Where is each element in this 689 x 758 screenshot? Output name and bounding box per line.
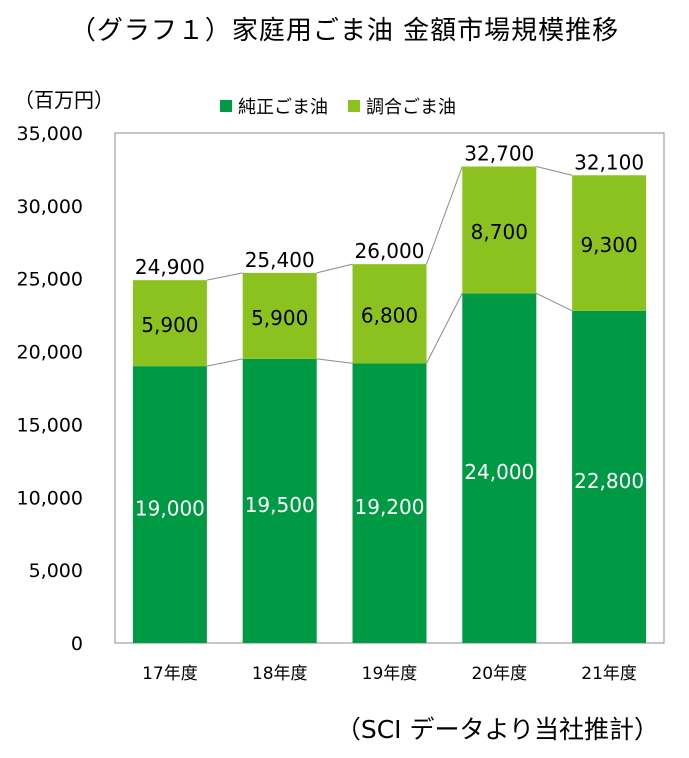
x-category-label: 20年度 <box>471 664 527 684</box>
total-line-connector <box>426 166 463 265</box>
data-label-total: 32,100 <box>574 150 644 174</box>
y-tick-label: 25,000 <box>17 269 83 291</box>
bar-pure-sesame-oil <box>132 366 207 643</box>
y-tick-label: 0 <box>71 633 83 655</box>
x-category-label: 18年度 <box>252 664 308 684</box>
x-category-label: 21年度 <box>581 664 637 684</box>
total-line-connector <box>536 166 573 176</box>
bar-blended-sesame-oil <box>132 280 207 367</box>
chart-title: （グラフ１）家庭用ごま油 金額市場規模推移 <box>69 16 620 46</box>
source-note: （SCI データより当社推計） <box>335 715 659 744</box>
legend-item-blended: 調合ごま油 <box>348 93 456 119</box>
data-label-total: 26,000 <box>355 239 425 263</box>
legend-label-pure: 純正ごま油 <box>238 97 328 118</box>
y-tick-label: 5,000 <box>29 560 83 582</box>
total-line-connector <box>316 263 353 274</box>
x-category-label: 19年度 <box>362 664 418 684</box>
series-line-connector <box>426 293 463 364</box>
data-label-blended: 5,900 <box>251 306 308 330</box>
bar-pure-sesame-oil <box>572 310 647 643</box>
y-tick-label: 10,000 <box>17 487 83 509</box>
series-line-connector <box>316 358 353 364</box>
series-line-connector <box>206 358 243 367</box>
bar-blended-sesame-oil <box>462 166 537 294</box>
data-label-pure: 19,500 <box>245 493 315 517</box>
total-line-connector <box>206 272 243 281</box>
data-label-total: 32,700 <box>464 142 534 166</box>
legend: 純正ごま油 調合ごま油 <box>220 93 476 119</box>
data-label-total: 24,900 <box>135 255 205 279</box>
data-label-pure: 19,200 <box>355 495 425 519</box>
data-label-blended: 9,300 <box>580 233 637 257</box>
data-label-pure: 24,000 <box>464 460 534 484</box>
bar-pure-sesame-oil <box>352 363 427 643</box>
legend-swatch-blended <box>348 100 360 112</box>
data-label-blended: 8,700 <box>471 220 528 244</box>
bar-pure-sesame-oil <box>242 358 317 643</box>
bar-blended-sesame-oil <box>242 272 317 359</box>
x-category-label: 17年度 <box>142 664 198 684</box>
bar-blended-sesame-oil <box>352 264 427 364</box>
data-label-blended: 5,900 <box>141 313 198 337</box>
y-tick-label: 15,000 <box>17 414 83 436</box>
legend-label-blended: 調合ごま油 <box>366 97 456 118</box>
data-label-pure: 19,000 <box>135 497 205 521</box>
y-tick-label: 30,000 <box>17 196 83 218</box>
y-tick-label: 20,000 <box>17 342 83 364</box>
data-label-pure: 22,800 <box>574 469 644 493</box>
series-line-connector <box>536 292 573 312</box>
bar-pure-sesame-oil <box>462 293 537 643</box>
bar-blended-sesame-oil <box>572 175 647 311</box>
data-label-total: 25,400 <box>245 248 315 272</box>
y-axis-unit-label: （百万円） <box>14 88 114 112</box>
y-tick-label: 35,000 <box>17 123 83 145</box>
legend-item-pure: 純正ごま油 <box>220 93 328 119</box>
data-label-blended: 6,800 <box>361 304 418 328</box>
legend-swatch-pure <box>220 100 232 112</box>
